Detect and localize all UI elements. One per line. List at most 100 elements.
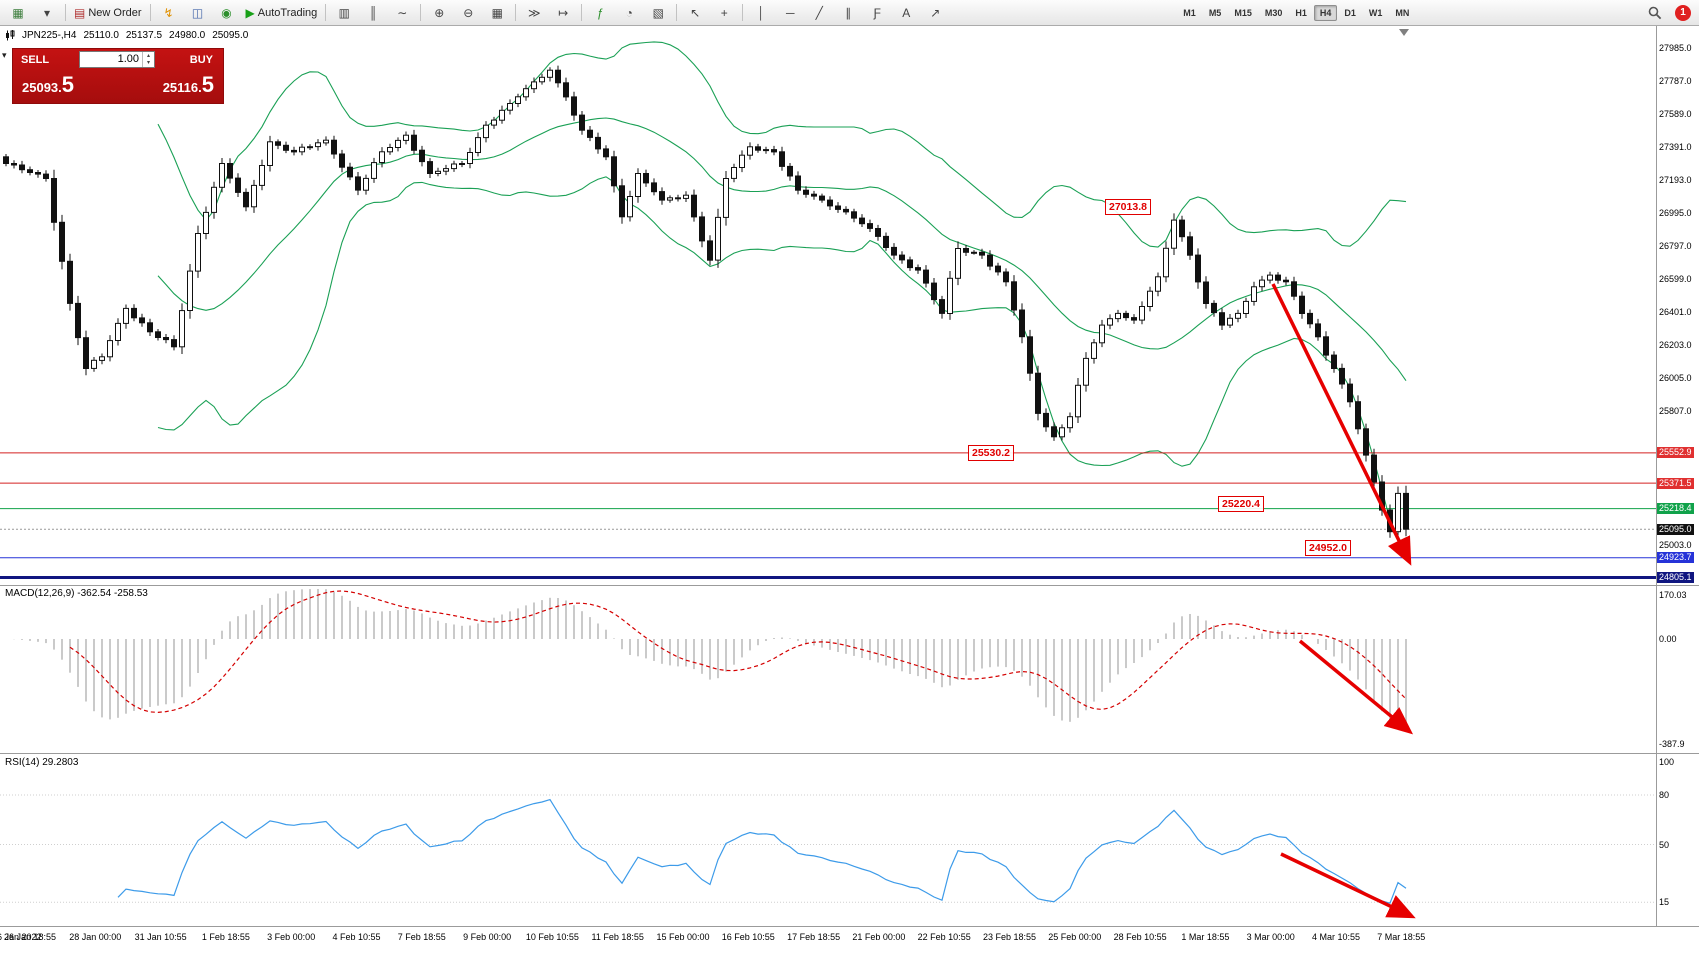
time-label: 11 Feb 18:55 (591, 932, 644, 942)
time-label: 31 Jan 10:55 (134, 932, 187, 942)
time-label: 7 Mar 18:55 (1377, 932, 1426, 942)
ohlc-high: 25137.5 (125, 30, 163, 41)
price-axis-tick: 26995.0 (1659, 207, 1692, 218)
toolbar-separator (676, 4, 678, 21)
price-axis-tick: 27787.0 (1659, 75, 1692, 86)
timeframe-button-m1[interactable]: M1 (1183, 7, 1196, 18)
rsi-axis-label: 80 (1659, 790, 1670, 800)
notification-badge[interactable]: 1 (1675, 4, 1691, 21)
line-chart-icon[interactable]: ∼ (397, 5, 408, 20)
timeframe-button-m15[interactable]: M15 (1234, 7, 1252, 18)
price-marker: 25095.0 (1657, 523, 1694, 535)
rsi-axis-label: 50 (1659, 839, 1670, 850)
timeframe-button-m30[interactable]: M30 (1264, 7, 1283, 18)
timeframe-button-w1[interactable]: W1 (1368, 7, 1383, 18)
volume-value: 1.00 (117, 53, 139, 65)
timeframe-button-mn[interactable]: MN (1395, 7, 1410, 18)
buy-price[interactable]: 25116.5 (162, 72, 214, 97)
price-axis-tick: 27985.0 (1659, 42, 1692, 53)
candlestick-chart-icon[interactable]: ║ (369, 5, 378, 20)
text-icon[interactable]: A (902, 5, 911, 20)
volume-spinner[interactable]: ▴ ▾ (142, 52, 154, 67)
price-marker: 25371.5 (1657, 477, 1694, 489)
timeframe-button-m5[interactable]: M5 (1208, 7, 1222, 18)
rsi-axis-label: 100 (1659, 757, 1675, 767)
price-annotation-label[interactable]: 24952.0 (1305, 540, 1351, 556)
auto-scroll-icon[interactable]: ≫ (528, 5, 541, 20)
tile-windows-icon[interactable]: ▦ (491, 5, 503, 20)
price-axis-tick: 26203.0 (1659, 339, 1692, 350)
new-order-button[interactable]: ▤ New Order (74, 5, 142, 20)
sell-price[interactable]: 25093.5 (22, 72, 75, 97)
price-marker: 25218.4 (1657, 503, 1694, 515)
timeframe-toolbar: M1 M5 M15 M30 H1 H4 D1 W1 MN (1177, 4, 1415, 21)
price-axis-separator (1656, 26, 1657, 926)
one-click-trading-panel: SELL 1.00 ▴ ▾ BUY 25093.5 25116.5 (12, 48, 224, 104)
price-axis-tick: 26599.0 (1659, 273, 1692, 284)
crosshair-icon[interactable]: + (720, 5, 728, 20)
time-label: 15 Feb 00:00 (656, 932, 710, 942)
chart-shift-icon[interactable]: ↦ (558, 5, 569, 20)
volume-input[interactable]: 1.00 ▴ ▾ (79, 51, 155, 68)
timeframe-button-h4[interactable]: H4 (1313, 4, 1338, 21)
vertical-line-icon[interactable]: │ (757, 5, 766, 20)
candlestick-mini-icon (5, 30, 15, 41)
periods-icon[interactable]: ◔ (625, 5, 633, 20)
buy-button[interactable]: BUY (189, 53, 213, 66)
lightning-icon[interactable]: ↯ (163, 5, 174, 20)
chart-window-icon[interactable]: ◫ (191, 5, 204, 20)
search-icon[interactable] (1641, 2, 1669, 24)
time-label: 1 Feb 18:55 (201, 932, 250, 942)
chart-shift-marker[interactable] (1399, 29, 1409, 36)
price-marker: 25552.9 (1657, 447, 1694, 459)
rsi-indicator-label: RSI(14) 29.2803 (5, 757, 79, 768)
sell-button[interactable]: SELL (21, 53, 50, 66)
toolbar-buttons: ▦ ▾ ▤ New Order ↯ ◫ ◉ ▶ AutoTrading ▥ ║ ∼ ⊕ ⊖ ▦ ≫ ↦ ƒ ◔ ▧ ↖ +… (4, 2, 949, 24)
panel-divider-rsi[interactable] (0, 753, 1699, 754)
chart-symbol-period: JPN225-,H4 (22, 30, 77, 41)
one-click-collapse-icon[interactable]: ▾ (2, 50, 7, 60)
time-label: 1 Mar 18:55 (1181, 932, 1230, 942)
indicators-icon[interactable]: ƒ (596, 5, 604, 20)
timeframe-button-h1[interactable]: H1 (1295, 7, 1307, 18)
trendline-icon[interactable]: ╱ (815, 5, 823, 20)
zoom-out-icon[interactable]: ⊖ (463, 5, 474, 20)
template-icon[interactable]: ▧ (652, 5, 664, 20)
volume-up-icon[interactable]: ▴ (146, 52, 150, 59)
expert-advisor-icon[interactable]: ◉ (221, 5, 232, 20)
price-annotation-label[interactable]: 25220.4 (1218, 496, 1264, 512)
price-axis-tick: 27193.0 (1659, 174, 1692, 185)
price-annotation-label[interactable]: 25530.2 (968, 445, 1014, 461)
new-chart-caret-icon[interactable]: ▾ (43, 5, 51, 20)
time-label: 4 Mar 10:55 (1311, 932, 1361, 942)
time-label: 17 Feb 18:55 (787, 932, 841, 942)
timeframe-button-d1[interactable]: D1 (1344, 7, 1356, 18)
arrows-tool-icon[interactable]: ↗ (930, 5, 941, 20)
price-annotation-label[interactable]: 27013.8 (1105, 199, 1151, 215)
volume-down-icon[interactable]: ▾ (146, 59, 150, 66)
macd-axis-label: 170.03 (1659, 590, 1687, 600)
price-axis-tick: 25003.0 (1659, 539, 1692, 550)
fibonacci-icon[interactable]: Ƒ (873, 5, 881, 20)
panel-divider-macd[interactable] (0, 585, 1699, 586)
toolbar-separator (515, 4, 517, 21)
channel-icon[interactable]: ∥ (845, 5, 852, 20)
chart-ohlc-header: JPN225-,H4 25110.0 25137.5 24980.0 25095… (5, 30, 248, 41)
bars-chart-icon[interactable]: ▥ (338, 5, 350, 20)
time-label: 4 Feb 10:55 (332, 932, 381, 942)
toolbar-separator (420, 4, 422, 21)
ohlc-close: 25095.0 (212, 30, 249, 41)
toolbar-separator (581, 4, 583, 21)
macd-axis-label: -387.9 (1659, 739, 1685, 749)
zoom-in-icon[interactable]: ⊕ (434, 5, 445, 20)
time-label: 9 Feb 00:00 (463, 932, 512, 942)
price-axis-tick: 26401.0 (1659, 306, 1692, 317)
horizontal-line-icon[interactable]: ─ (786, 5, 795, 20)
price-axis-tick: 26797.0 (1659, 240, 1692, 251)
time-label: 23 Feb 18:55 (982, 932, 1037, 942)
autotrading-button[interactable]: ▶ AutoTrading (245, 5, 318, 20)
new-chart-icon[interactable]: ▦ (12, 5, 24, 20)
cursor-icon[interactable]: ↖ (690, 5, 701, 20)
time-label: 26 Jan 18:55 (3, 932, 57, 942)
